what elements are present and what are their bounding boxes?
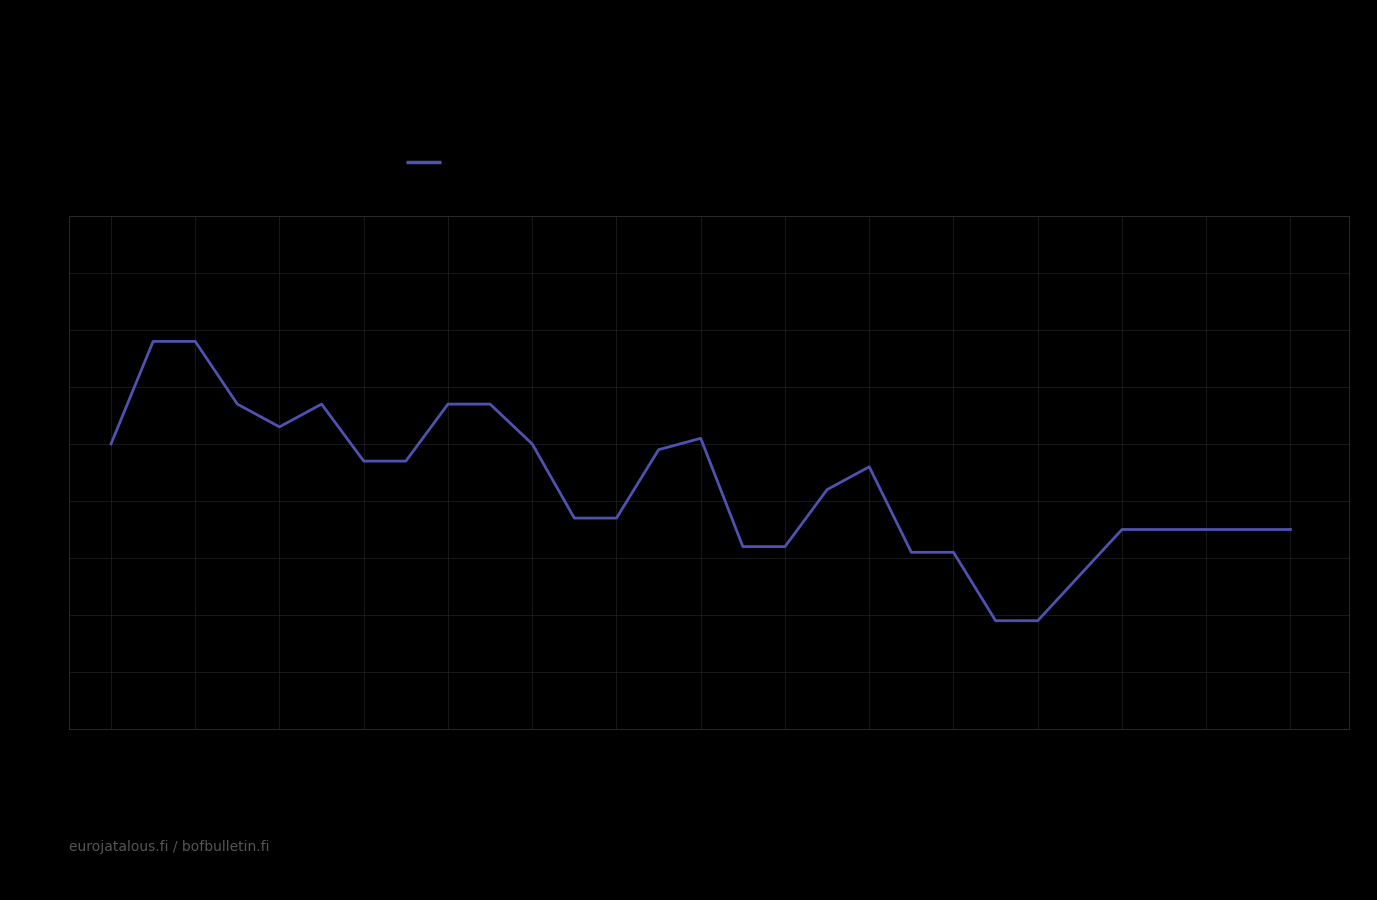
Text: eurojatalous.fi / bofbulletin.fi: eurojatalous.fi / bofbulletin.fi xyxy=(69,840,270,853)
